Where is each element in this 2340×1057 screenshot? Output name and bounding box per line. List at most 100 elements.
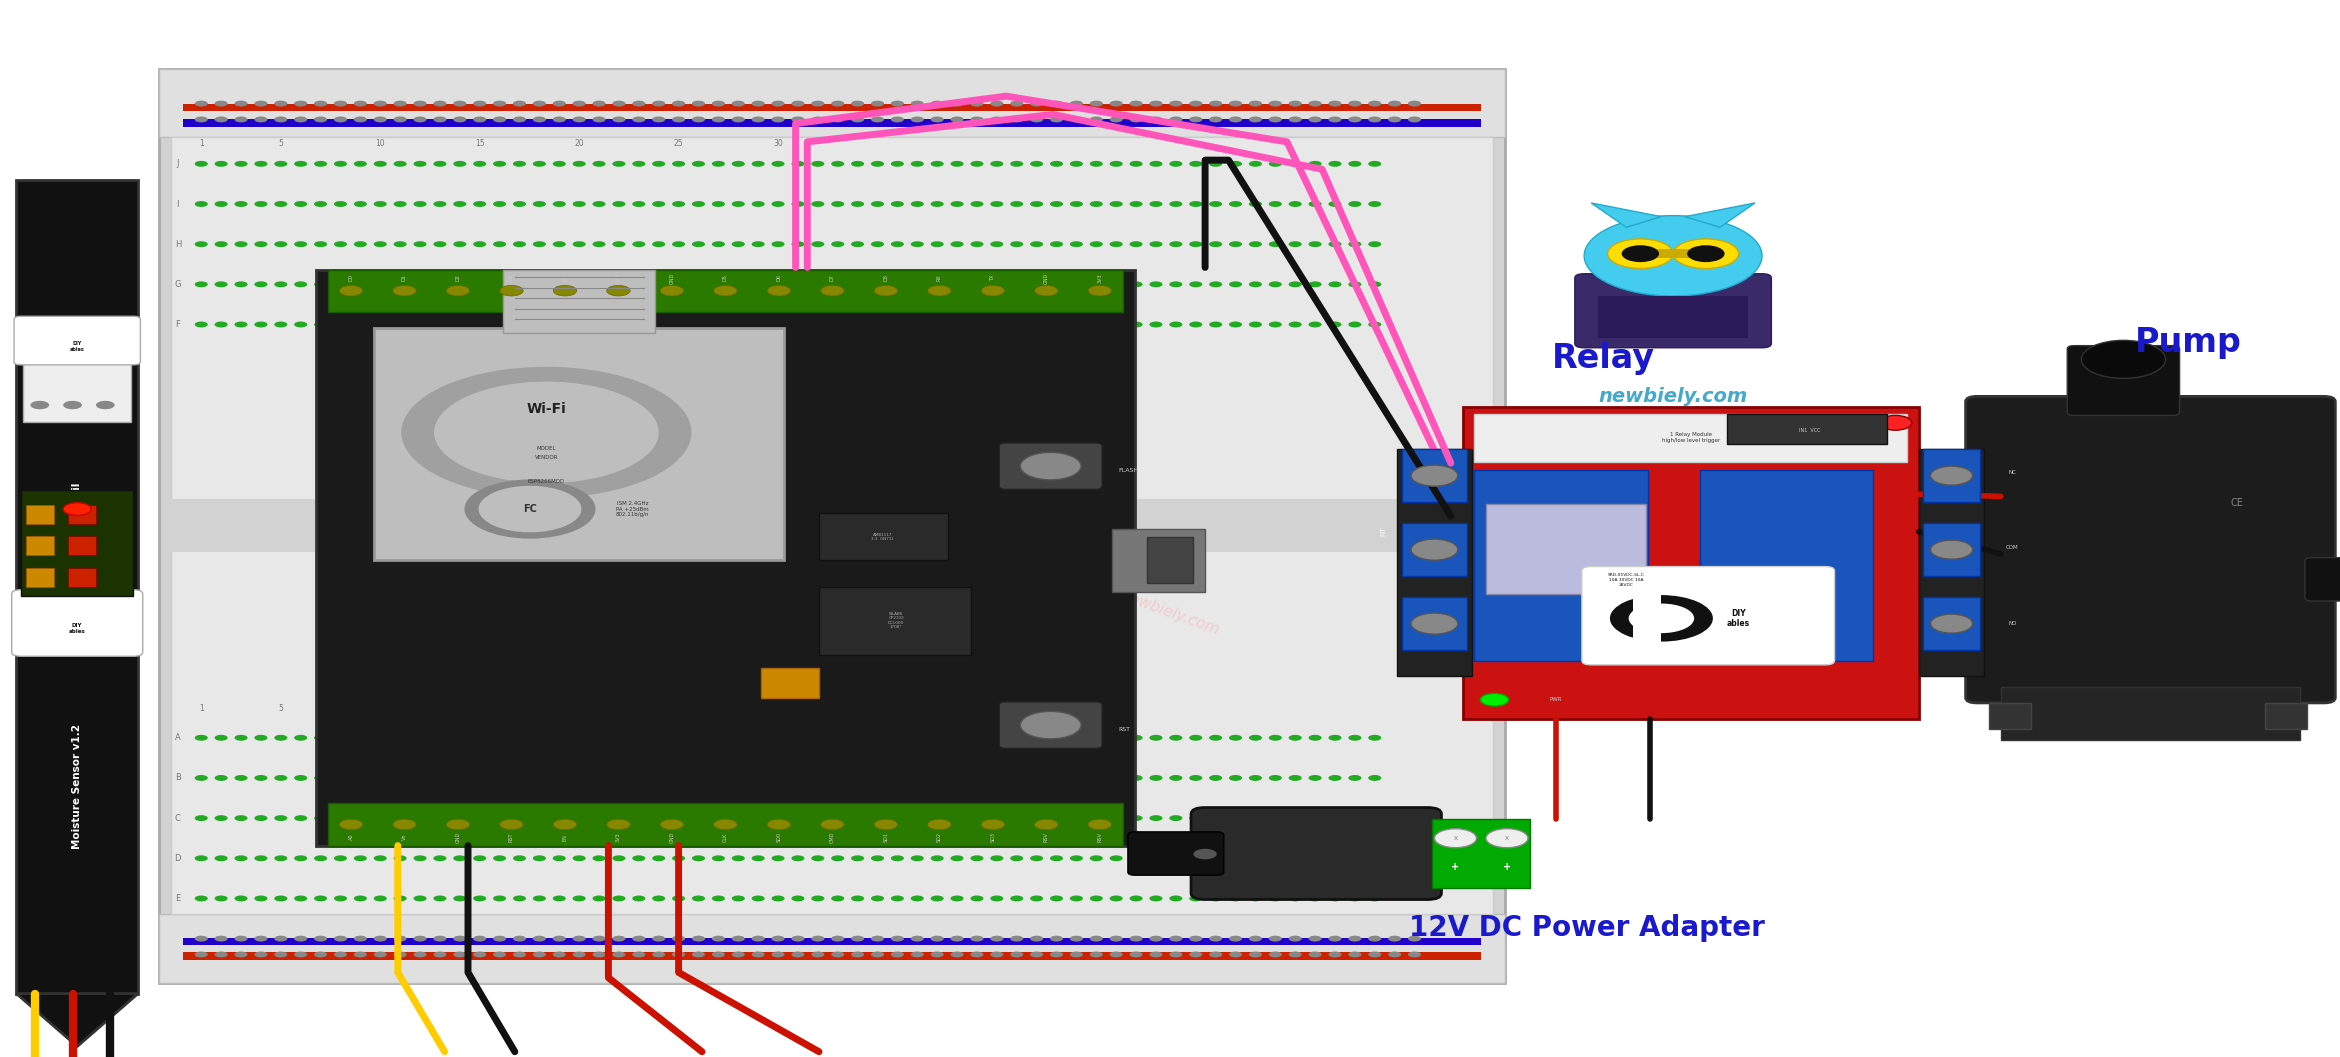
Text: A: A <box>176 734 180 742</box>
Circle shape <box>910 161 924 167</box>
Circle shape <box>1409 100 1420 107</box>
Circle shape <box>552 281 566 288</box>
Circle shape <box>751 855 765 861</box>
Text: SD2: SD2 <box>936 832 941 842</box>
Circle shape <box>812 161 824 167</box>
Text: 25: 25 <box>674 704 683 712</box>
Bar <box>26 504 54 523</box>
Circle shape <box>751 935 765 942</box>
Circle shape <box>1250 116 1261 123</box>
Bar <box>1432 819 1530 888</box>
Circle shape <box>1170 935 1182 942</box>
Circle shape <box>255 241 267 247</box>
Text: 15: 15 <box>475 704 484 712</box>
Circle shape <box>791 855 805 861</box>
Circle shape <box>1011 735 1023 741</box>
Circle shape <box>772 895 784 902</box>
Circle shape <box>1011 201 1023 207</box>
Circle shape <box>454 951 466 958</box>
Circle shape <box>1673 239 1739 268</box>
Circle shape <box>1011 241 1023 247</box>
Circle shape <box>1388 935 1402 942</box>
Text: 20: 20 <box>573 704 585 712</box>
Text: CMD: CMD <box>831 832 835 842</box>
Text: x: x <box>1453 835 1458 841</box>
Circle shape <box>950 201 964 207</box>
Circle shape <box>910 281 924 288</box>
Text: AMB1117
3.3  GN711: AMB1117 3.3 GN711 <box>870 533 894 541</box>
Circle shape <box>1369 815 1381 821</box>
Circle shape <box>414 935 426 942</box>
Circle shape <box>274 116 288 123</box>
Circle shape <box>653 241 665 247</box>
Circle shape <box>1329 895 1341 902</box>
Bar <box>171 500 1493 553</box>
Circle shape <box>215 735 227 741</box>
Circle shape <box>772 815 784 821</box>
Circle shape <box>30 401 49 409</box>
Circle shape <box>1348 775 1362 781</box>
Text: 5: 5 <box>278 704 283 712</box>
Circle shape <box>194 201 208 207</box>
Circle shape <box>473 735 487 741</box>
Circle shape <box>353 815 367 821</box>
Circle shape <box>870 895 885 902</box>
Circle shape <box>592 241 606 247</box>
Circle shape <box>573 735 585 741</box>
Bar <box>23 354 131 423</box>
Circle shape <box>1170 855 1182 861</box>
Bar <box>1402 597 1467 650</box>
Circle shape <box>552 735 566 741</box>
FancyBboxPatch shape <box>2305 558 2340 601</box>
Circle shape <box>335 735 346 741</box>
Circle shape <box>1030 775 1044 781</box>
Circle shape <box>1308 855 1322 861</box>
Circle shape <box>1348 855 1362 861</box>
Circle shape <box>950 161 964 167</box>
Circle shape <box>1329 100 1341 107</box>
Circle shape <box>791 201 805 207</box>
Circle shape <box>552 285 576 296</box>
Circle shape <box>274 815 288 821</box>
Circle shape <box>573 775 585 781</box>
Circle shape <box>732 775 744 781</box>
Circle shape <box>732 321 744 328</box>
Circle shape <box>512 161 526 167</box>
Circle shape <box>1051 321 1062 328</box>
Circle shape <box>653 321 665 328</box>
Circle shape <box>1109 116 1123 123</box>
Circle shape <box>194 321 208 328</box>
Circle shape <box>711 116 725 123</box>
Circle shape <box>1329 935 1341 942</box>
Text: ESP8266MOD: ESP8266MOD <box>529 479 564 484</box>
Circle shape <box>433 321 447 328</box>
Circle shape <box>573 855 585 861</box>
Circle shape <box>454 815 466 821</box>
Circle shape <box>1030 855 1044 861</box>
Circle shape <box>772 321 784 328</box>
Circle shape <box>791 935 805 942</box>
Text: PWR: PWR <box>1549 698 1563 702</box>
Circle shape <box>454 116 466 123</box>
Polygon shape <box>1685 203 1755 227</box>
Circle shape <box>1130 321 1142 328</box>
Circle shape <box>870 735 885 741</box>
Circle shape <box>534 321 545 328</box>
Circle shape <box>1486 829 1528 848</box>
Bar <box>1474 470 1647 661</box>
Circle shape <box>274 241 288 247</box>
Circle shape <box>1109 951 1123 958</box>
Circle shape <box>1369 895 1381 902</box>
Text: GND: GND <box>1044 273 1048 283</box>
Circle shape <box>1268 895 1282 902</box>
Circle shape <box>573 100 585 107</box>
Circle shape <box>433 855 447 861</box>
Circle shape <box>1189 855 1203 861</box>
Circle shape <box>613 201 625 207</box>
Circle shape <box>414 201 426 207</box>
Circle shape <box>393 735 407 741</box>
Circle shape <box>1189 775 1203 781</box>
Circle shape <box>215 116 227 123</box>
Text: 12V DC Power Adapter: 12V DC Power Adapter <box>1409 914 1764 942</box>
Circle shape <box>1030 161 1044 167</box>
